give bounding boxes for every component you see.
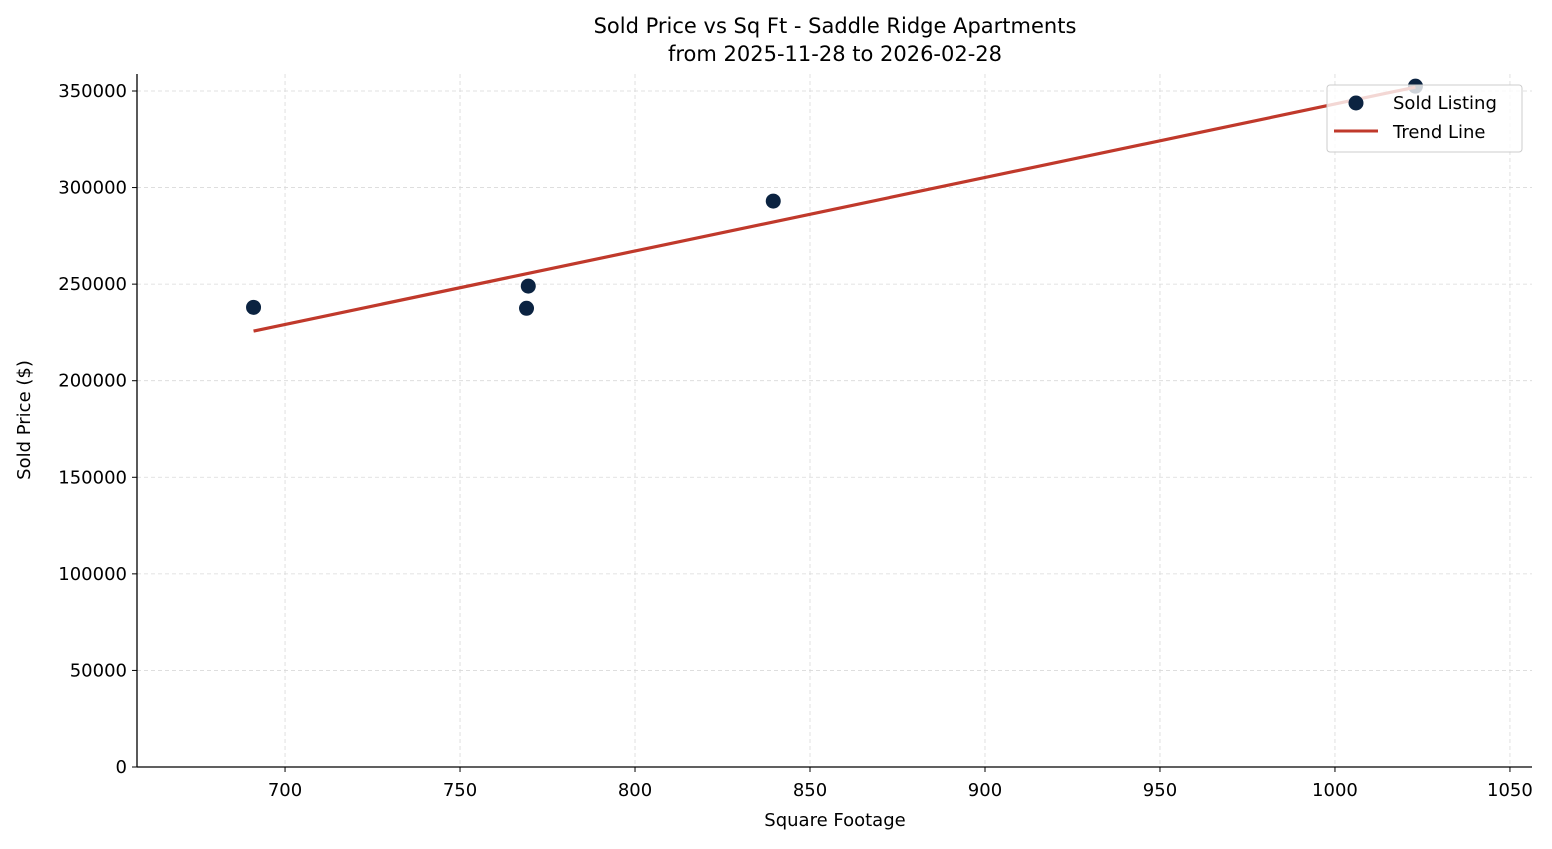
legend-label-sold-listing: Sold Listing [1393, 93, 1497, 114]
x-tick-label: 1050 [1487, 780, 1533, 801]
data-marks [246, 78, 1423, 333]
trend-line [253, 85, 1416, 333]
chart-subtitle: from 2025-11-28 to 2026-02-28 [668, 42, 1002, 66]
data-point [519, 300, 535, 316]
y-tick-label: 0 [116, 757, 127, 778]
axis-ticks: 700 750 800 850 900 950 1000 1050 0 50000 100000 15… [58, 81, 1533, 801]
y-axis-label: Sold Price ($) [14, 360, 35, 480]
legend: Sold Listing Trend Line [1326, 84, 1523, 153]
y-tick-label: 200000 [58, 371, 127, 392]
chart-title: Sold Price vs Sq Ft - Saddle Ridge Apart… [594, 14, 1077, 38]
x-axis-label: Square Footage [764, 810, 905, 831]
y-tick-label: 50000 [70, 660, 127, 681]
x-tick-label: 750 [443, 780, 477, 801]
legend-marker-sold-listing [1348, 95, 1364, 111]
data-point [246, 299, 262, 315]
x-tick-label: 850 [793, 780, 827, 801]
x-tick-label: 1000 [1312, 780, 1358, 801]
y-tick-label: 150000 [58, 467, 127, 488]
x-tick-label: 900 [968, 780, 1002, 801]
y-tick-label: 350000 [58, 81, 127, 102]
x-tick-label: 700 [268, 780, 302, 801]
y-tick-label: 300000 [58, 178, 127, 199]
x-tick-label: 950 [1143, 780, 1177, 801]
y-tick-label: 100000 [58, 564, 127, 585]
data-point [520, 278, 536, 294]
x-tick-label: 800 [618, 780, 652, 801]
grid [137, 74, 1532, 768]
data-point [765, 193, 781, 209]
legend-label-trend-line: Trend Line [1392, 122, 1486, 143]
y-tick-label: 250000 [58, 274, 127, 295]
